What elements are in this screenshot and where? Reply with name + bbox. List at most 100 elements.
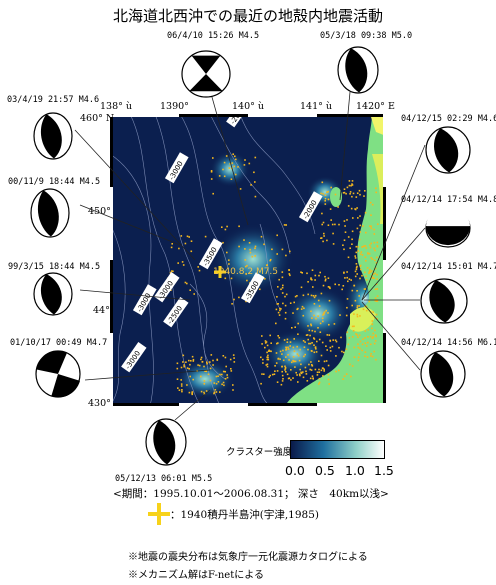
epicenter-dot [293, 350, 296, 352]
epicenter-dot [295, 371, 297, 374]
epicenter-dot [284, 366, 287, 369]
epicenter-dot [284, 311, 287, 314]
epicenter-dot [279, 307, 281, 310]
epicenter-dot [201, 361, 204, 363]
mechanism-label: 06/4/10 15:26 M4.5 [167, 31, 260, 41]
epicenter-dot [283, 224, 286, 226]
epicenter-dot [308, 342, 310, 345]
epicenter-dot [266, 356, 268, 358]
epicenter-dot [298, 359, 301, 362]
epicenter-dot [277, 303, 279, 305]
epicenter-dot [183, 364, 185, 366]
epicenter-dot [364, 271, 366, 274]
epicenter-dot [310, 294, 313, 297]
epicenter-dot [365, 231, 367, 234]
epicenter-dot [307, 348, 309, 351]
epicenter-dot [210, 178, 213, 180]
epicenter-dot [348, 278, 351, 280]
epicenter-dot [271, 373, 274, 376]
epicenter-dot [209, 379, 212, 382]
epicenter-dot [264, 346, 266, 349]
epicenter-dot [351, 238, 353, 241]
epicenter-dot [233, 357, 235, 359]
epicenter-dot [226, 251, 228, 254]
epicenter-dot [307, 338, 309, 341]
epicenter-dot [313, 314, 315, 317]
epicenter-dot [261, 335, 263, 337]
epicenter-dot [234, 173, 237, 176]
epicenter-dot [334, 193, 337, 196]
epicenter-dot [376, 245, 379, 247]
epicenter-dot [375, 187, 377, 190]
epicenter-dot [355, 263, 358, 265]
epicenter-dot [328, 299, 331, 302]
epicenter-dot [266, 344, 269, 347]
epicenter-dot [349, 193, 351, 195]
epicenter-dot [280, 383, 283, 386]
epicenter-dot [310, 361, 312, 363]
epicenter-dot [358, 295, 360, 297]
epicenter-dot [321, 223, 323, 226]
epicenter-dot [317, 327, 319, 329]
epicenter-dot [357, 356, 360, 359]
epicenter-dot [301, 305, 304, 308]
epicenter-dot [260, 382, 262, 385]
epicenter-dot [322, 284, 325, 287]
epicenter-dot [327, 373, 330, 376]
epicenter-dot [230, 370, 233, 372]
epicenter-dot [316, 340, 318, 343]
epicenter-dot [170, 246, 173, 249]
epicenter-dot [338, 223, 340, 226]
epicenter-dot [374, 297, 377, 299]
epicenter-dot [253, 171, 255, 174]
colorbar-tick: 1.0 [345, 463, 365, 478]
epicenter-dot [313, 344, 315, 346]
epicenter-dot [277, 358, 279, 360]
epicenter-dot [358, 189, 361, 192]
epicenter-dot [218, 175, 221, 177]
epicenter-dot [311, 365, 314, 367]
epicenter-dot [351, 336, 354, 338]
epicenter-dot [345, 373, 348, 375]
epicenter-dot [347, 256, 350, 259]
epicenter-dot [289, 302, 292, 304]
epicenter-dot [375, 283, 378, 286]
epicenter-dot [357, 250, 359, 252]
focal-mechanism-beachball-icon [425, 207, 471, 248]
epicenter-dot [226, 376, 229, 379]
epicenter-dot [343, 248, 345, 251]
epicenter-dot [263, 243, 265, 246]
epicenter-dot [318, 383, 320, 385]
epicenter-dot [222, 355, 225, 357]
epicenter-dot [246, 264, 248, 267]
epicenter-dot [311, 317, 313, 319]
epicenter-dot [287, 377, 290, 380]
epicenter-dot [293, 360, 295, 363]
epicenter-dot [282, 349, 284, 352]
epicenter-dot [321, 317, 324, 320]
epicenter-dot [351, 195, 353, 198]
epicenter-dot [346, 186, 349, 189]
epicenter-dot [358, 353, 361, 355]
epicenter-dot [281, 248, 284, 251]
epicenter-dot [355, 266, 358, 269]
epicenter-dot [289, 274, 291, 277]
epicenter-map[interactable]: -3000 -2000 -3500 -3000 -3000 -2500 -3000 -3500… [110, 114, 386, 406]
epicenter-dot [361, 349, 363, 352]
epicenter-dot [318, 338, 321, 341]
epicenter-dot [238, 225, 240, 228]
epicenter-dot [316, 371, 319, 374]
epicenter-dot [238, 245, 240, 248]
epicenter-dot [285, 293, 288, 296]
epicenter-dot [246, 279, 248, 282]
epicenter-dot [342, 378, 344, 380]
epicenter-dot [282, 359, 285, 362]
epicenter-dot [181, 389, 183, 391]
epicenter-dot [327, 378, 330, 381]
epicenter-dot [350, 279, 352, 281]
epicenter-dot [373, 277, 375, 280]
epicenter-dot [281, 353, 283, 355]
epicenter-dot [313, 338, 316, 340]
epicenter-dot [355, 196, 358, 198]
epicenter-dot [376, 318, 378, 320]
